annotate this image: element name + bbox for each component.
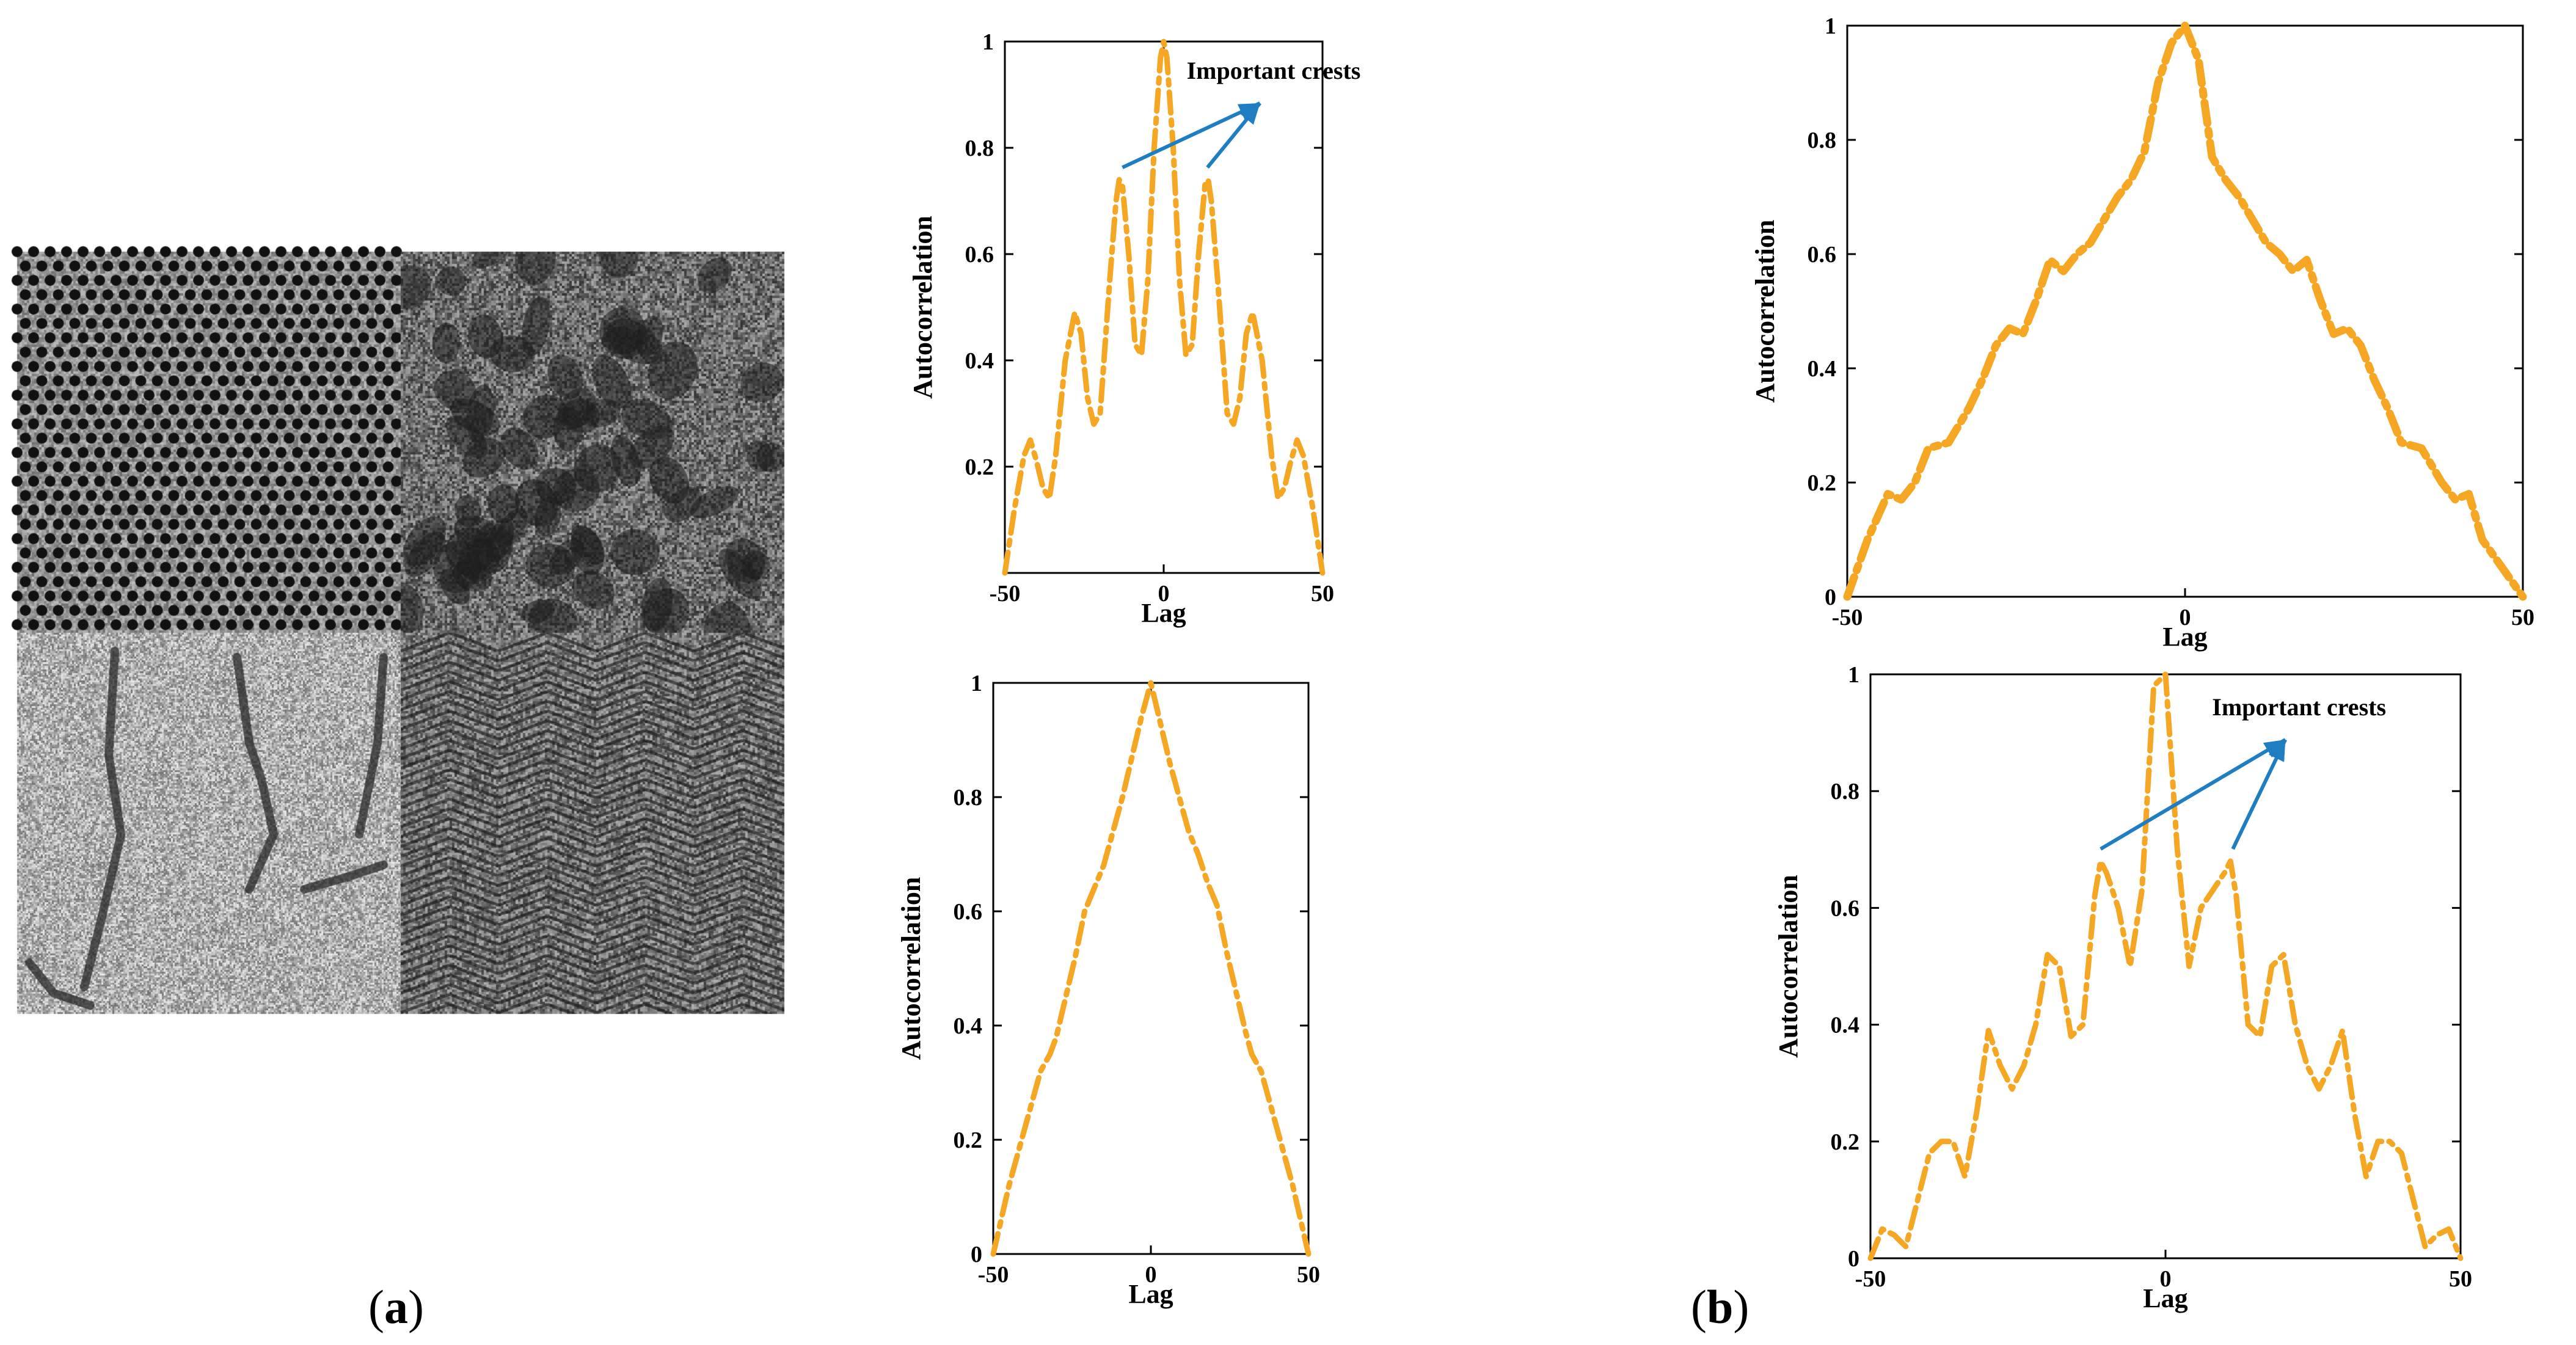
y-axis-label: Autocorrelation bbox=[1750, 220, 1780, 403]
x-tick-label: -50 bbox=[978, 1262, 1009, 1288]
x-axis-label: Lag bbox=[2162, 622, 2207, 652]
x-axis-label: Lag bbox=[1141, 598, 1186, 628]
x-tick-label: 0 bbox=[2160, 1266, 2172, 1292]
autocorrelation-series-line bbox=[1867, 671, 2464, 1261]
y-tick-label: 0 bbox=[971, 1242, 982, 1267]
annotation-arrow-left bbox=[2100, 738, 2286, 851]
autocorrelation-series-line bbox=[1843, 21, 2527, 601]
y-tick-label: 0.6 bbox=[1808, 242, 1837, 268]
x-tick-label: 0 bbox=[1145, 1262, 1157, 1288]
annotation-label: Important crests bbox=[2212, 693, 2386, 721]
plot-frame bbox=[1846, 24, 2524, 598]
y-axis-label: Autocorrelation bbox=[1773, 875, 1803, 1058]
annotation-arrow-right-head bbox=[1240, 103, 1260, 125]
plot-frame bbox=[992, 682, 1310, 1255]
panel-b-label: (b) bbox=[1691, 1280, 1750, 1333]
y-tick-label: 1 bbox=[971, 671, 982, 696]
y-tick-label: 0.6 bbox=[1831, 895, 1860, 921]
y-tick-label: 0 bbox=[1825, 585, 1836, 610]
y-tick-label: 0.6 bbox=[965, 242, 994, 268]
y-tick-label: 1 bbox=[1825, 13, 1836, 39]
x-axis-label: Lag bbox=[1128, 1279, 1173, 1309]
x-tick-label: 50 bbox=[2511, 605, 2534, 630]
autocorrelation-series-line bbox=[1002, 38, 1326, 576]
y-tick-label: 0.2 bbox=[965, 454, 994, 480]
y-tick-label: 0.2 bbox=[1808, 470, 1837, 496]
y-tick-label: 0.8 bbox=[1808, 128, 1837, 153]
x-tick-label: -50 bbox=[990, 581, 1021, 607]
annotation-arrow-left bbox=[1122, 101, 1261, 169]
y-tick-label: 0.4 bbox=[1808, 356, 1837, 382]
y-tick-label: 0.4 bbox=[965, 348, 994, 374]
y-tick-label: 1 bbox=[982, 29, 994, 55]
autocorrelation-chart-bottom-right: 00.20.40.60.81-50 0 50LagAutocorrelationIm… bbox=[1773, 662, 2472, 1313]
x-tick-label: 0 bbox=[1158, 581, 1170, 607]
y-tick-label: 0.8 bbox=[1831, 779, 1860, 804]
x-tick-label: 50 bbox=[2449, 1266, 2472, 1292]
annotation-arrow-right-head bbox=[2268, 739, 2286, 762]
x-tick-label: -50 bbox=[1832, 605, 1863, 630]
y-tick-label: 1 bbox=[1848, 662, 1859, 688]
y-tick-label: 0 bbox=[1848, 1246, 1859, 1272]
annotation-label: Important crests bbox=[1187, 57, 1361, 84]
y-tick-label: 0.2 bbox=[1831, 1129, 1860, 1155]
autocorrelation-series-line bbox=[990, 680, 1312, 1257]
y-tick-label: 0.4 bbox=[954, 1013, 983, 1039]
y-axis-label: Autocorrelation bbox=[896, 877, 926, 1060]
y-tick-label: 0.8 bbox=[954, 785, 983, 811]
x-tick-label: 50 bbox=[1311, 581, 1334, 607]
y-axis-label: Autocorrelation bbox=[908, 216, 938, 399]
y-tick-label: 0.2 bbox=[954, 1128, 983, 1153]
x-tick-label: -50 bbox=[1855, 1266, 1886, 1292]
plot-frame bbox=[1869, 673, 2462, 1259]
y-tick-label: 0.6 bbox=[954, 899, 983, 925]
annotation-arrow-left-head bbox=[2263, 739, 2286, 758]
y-tick-label: 0.4 bbox=[1831, 1013, 1860, 1038]
y-tick-label: 0.8 bbox=[965, 136, 994, 161]
x-axis-label: Lag bbox=[2143, 1283, 2187, 1313]
panel-a-label: (a) bbox=[368, 1280, 424, 1333]
x-tick-label: 50 bbox=[1297, 1262, 1320, 1288]
x-tick-label: 0 bbox=[2180, 605, 2191, 630]
autocorrelation-chart-top-left: 0.2 0.4 0.6 0.8 1 -50 0 50 Lag Autocorrelation Imp… bbox=[908, 29, 1361, 628]
